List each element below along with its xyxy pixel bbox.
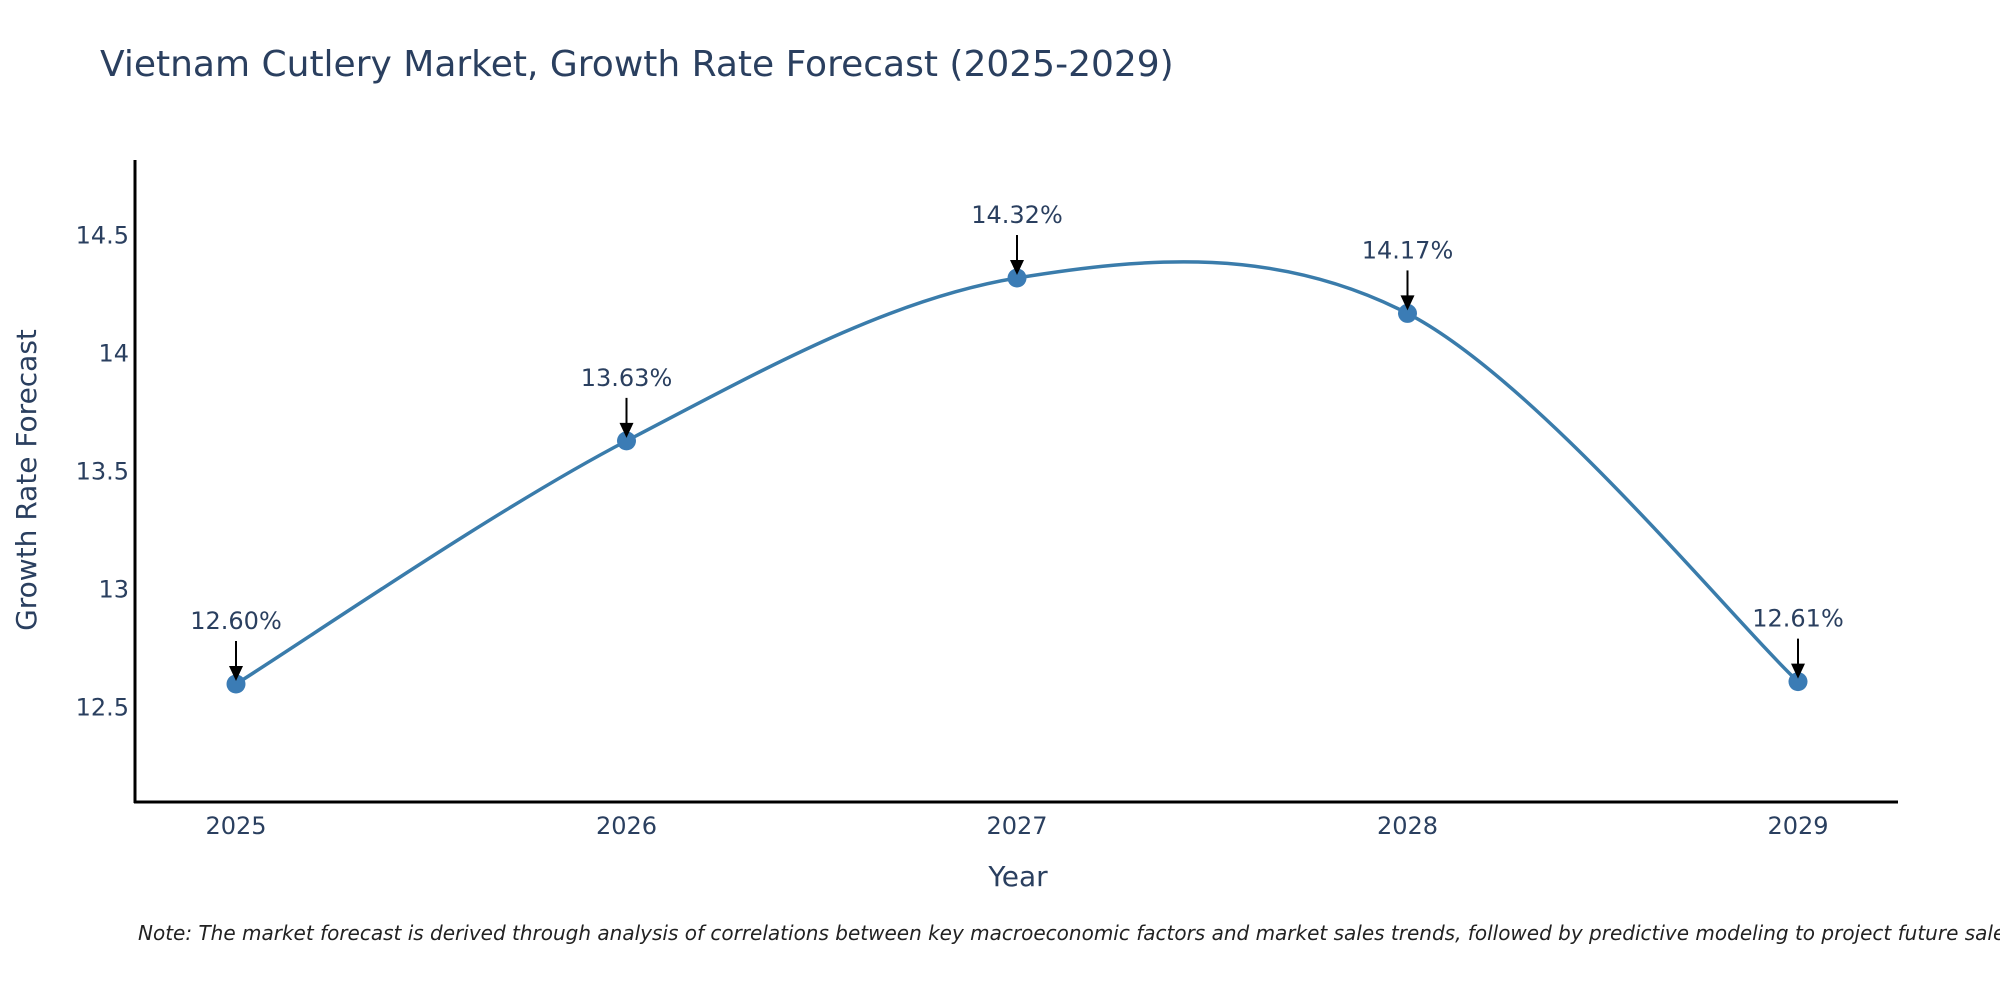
chart-note: Note: The market forecast is derived thr…	[138, 921, 2000, 945]
annotation-arrow-head	[619, 422, 634, 438]
data-point[interactable]	[617, 431, 636, 451]
data-label: 12.60%	[190, 607, 282, 635]
x-tick-label: 2025	[205, 812, 266, 840]
data-point[interactable]	[1788, 672, 1808, 692]
data-point[interactable]	[1007, 268, 1027, 288]
x-tick-label: 2028	[1377, 812, 1438, 840]
x-tick-label: 2027	[986, 812, 1047, 840]
data-point[interactable]	[226, 674, 246, 694]
annotation-arrow-head	[1791, 663, 1805, 679]
y-tick-label: 14.5	[76, 222, 129, 250]
data-label: 13.63%	[581, 364, 673, 392]
data-label: 14.32%	[971, 201, 1063, 229]
y-tick-label: 13.5	[76, 458, 129, 486]
annotation-arrow-head	[229, 665, 243, 681]
annotation-arrow-head	[1010, 260, 1024, 276]
data-labels: 12.60% 13.63% 14.32% 14.17% 12.61%	[190, 201, 1844, 681]
x-tick-label: 2026	[596, 812, 657, 840]
annotation-arrow-head	[1400, 295, 1415, 311]
data-label: 12.61%	[1752, 605, 1844, 633]
series-line	[235, 260, 1800, 686]
y-tick-label: 13	[98, 576, 129, 604]
y-tick-label: 14	[98, 340, 129, 368]
chart-title: Vietnam Cutlery Market, Growth Rate Fore…	[100, 44, 1174, 85]
x-axis-title: Year	[987, 860, 1048, 893]
y-tick-label: 12.5	[76, 694, 129, 722]
data-label: 14.17%	[1362, 236, 1454, 264]
data-point[interactable]	[1398, 303, 1417, 323]
data-markers	[226, 268, 1808, 694]
y-axis-title: Growth Rate Forecast	[10, 329, 43, 631]
y-axis-ticks: 12.5 13 13.5 14 14.5	[76, 222, 129, 722]
series-line-group	[235, 260, 1800, 686]
x-tick-label: 2029	[1767, 812, 1828, 840]
chart-axes	[133, 160, 1898, 804]
x-axis-ticks: 2025 2026 2027 2028 2029	[205, 812, 1828, 840]
